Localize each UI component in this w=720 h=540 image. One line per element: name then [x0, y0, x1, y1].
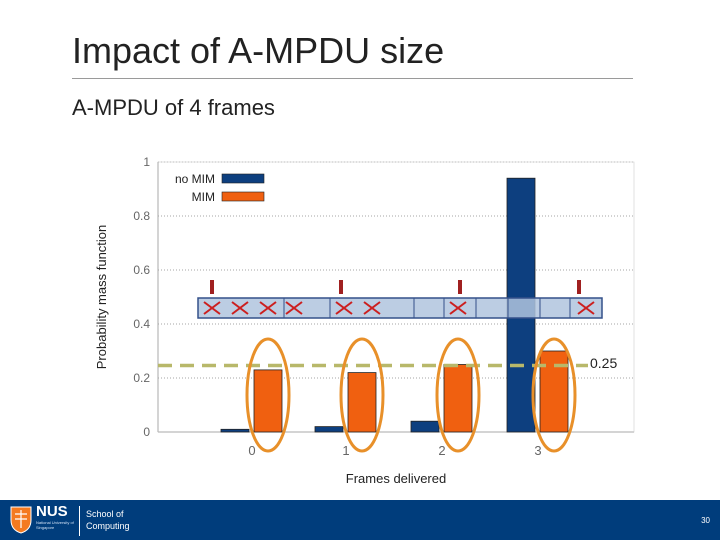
- nus-logo-subtext: National University of Singapore: [36, 520, 74, 530]
- frame-lost-x-icon-5: [363, 301, 381, 315]
- x-tick-label-0: 0: [248, 443, 255, 458]
- slide-subtitle: A-MPDU of 4 frames: [72, 95, 275, 120]
- chart-legend: no MIM MIM: [175, 172, 265, 204]
- x-stroke-b: [335, 301, 353, 315]
- bar-no-mim-2: [410, 420, 440, 433]
- y-tick-label-0: 0: [143, 425, 150, 439]
- title-divider: [72, 78, 633, 79]
- x-stroke-b: [449, 301, 467, 315]
- x-stroke-b: [363, 301, 381, 315]
- plot-area-frame: [157, 161, 635, 433]
- y-tick-label-5: 1: [143, 155, 150, 169]
- footer-bar: [0, 500, 720, 540]
- frame-marker-2: [458, 280, 462, 294]
- frame-lost-x-icon-6: [449, 301, 467, 315]
- frame-lost-x-icon-4: [335, 301, 353, 315]
- frame-lost-x-icon-1: [231, 301, 249, 315]
- x-tick-labels: 0 1 2 3: [248, 443, 541, 458]
- pmf-bar-chart: 0 0.2 0.4 0.6 0.8 1 0 1 2 3 no MIM MIM Frames del…: [94, 155, 635, 486]
- y-axis-label: Probability mass function: [94, 225, 109, 370]
- bar-mim-0: [253, 369, 283, 433]
- frame-marker-1: [339, 280, 343, 294]
- frame-lost-x-icon-0: [203, 301, 221, 315]
- page-number: 30: [701, 516, 710, 525]
- frame-lost-x-icon-7: [577, 301, 595, 315]
- ampdu-frame-overlay: [197, 280, 603, 319]
- x-stroke-b: [259, 301, 277, 315]
- frame-lost-x-icon-2: [259, 301, 277, 315]
- x-stroke-b: [231, 301, 249, 315]
- x-stroke-b: [577, 301, 595, 315]
- bar-mim-1: [347, 372, 377, 433]
- x-tick-label-1: 1: [342, 443, 349, 458]
- bar-no-mim-1: [314, 426, 344, 433]
- x-axis-label: Frames delivered: [346, 471, 446, 486]
- bar-mim-3: [539, 350, 569, 433]
- highlight-ellipse-0: [245, 337, 291, 453]
- chart-bars: [220, 177, 569, 433]
- x-stroke-b: [203, 301, 221, 315]
- bar-no-mim-0: [220, 428, 250, 433]
- legend-label-1: MIM: [192, 190, 215, 204]
- slide-title: Impact of A-MPDU size: [72, 30, 445, 71]
- bar-mim-2: [443, 364, 473, 433]
- legend-label-0: no MIM: [175, 172, 215, 186]
- department-name: School of Computing: [86, 509, 130, 531]
- y-tick-labels: 0 0.2 0.4 0.6 0.8 1: [133, 155, 150, 439]
- legend-swatch-0: [221, 173, 265, 184]
- y-tick-label-3: 0.6: [133, 263, 150, 277]
- highlight-ellipse-2: [435, 337, 481, 453]
- y-tick-label-2: 0.4: [133, 317, 150, 331]
- x-tick-label-3: 3: [534, 443, 541, 458]
- nus-crest-icon: [10, 506, 32, 534]
- frame-marker-3: [577, 280, 581, 294]
- highlight-ellipse-1: [339, 337, 385, 453]
- mim-highlight-ellipses: [245, 337, 577, 453]
- y-tick-label-4: 0.8: [133, 209, 150, 223]
- footer-divider: [79, 506, 80, 536]
- ampdu-strip: [197, 297, 603, 319]
- threshold-label: 0.25: [590, 355, 617, 371]
- x-stroke-b: [285, 301, 303, 315]
- legend-swatch-1: [221, 191, 265, 202]
- nus-logo-text: NUS: [36, 503, 68, 520]
- frame-marker-0: [210, 280, 214, 294]
- highlight-ellipse-3: [531, 337, 577, 453]
- y-tick-label-1: 0.2: [133, 371, 150, 385]
- x-tick-label-2: 2: [438, 443, 445, 458]
- frame-lost-x-icon-3: [285, 301, 303, 315]
